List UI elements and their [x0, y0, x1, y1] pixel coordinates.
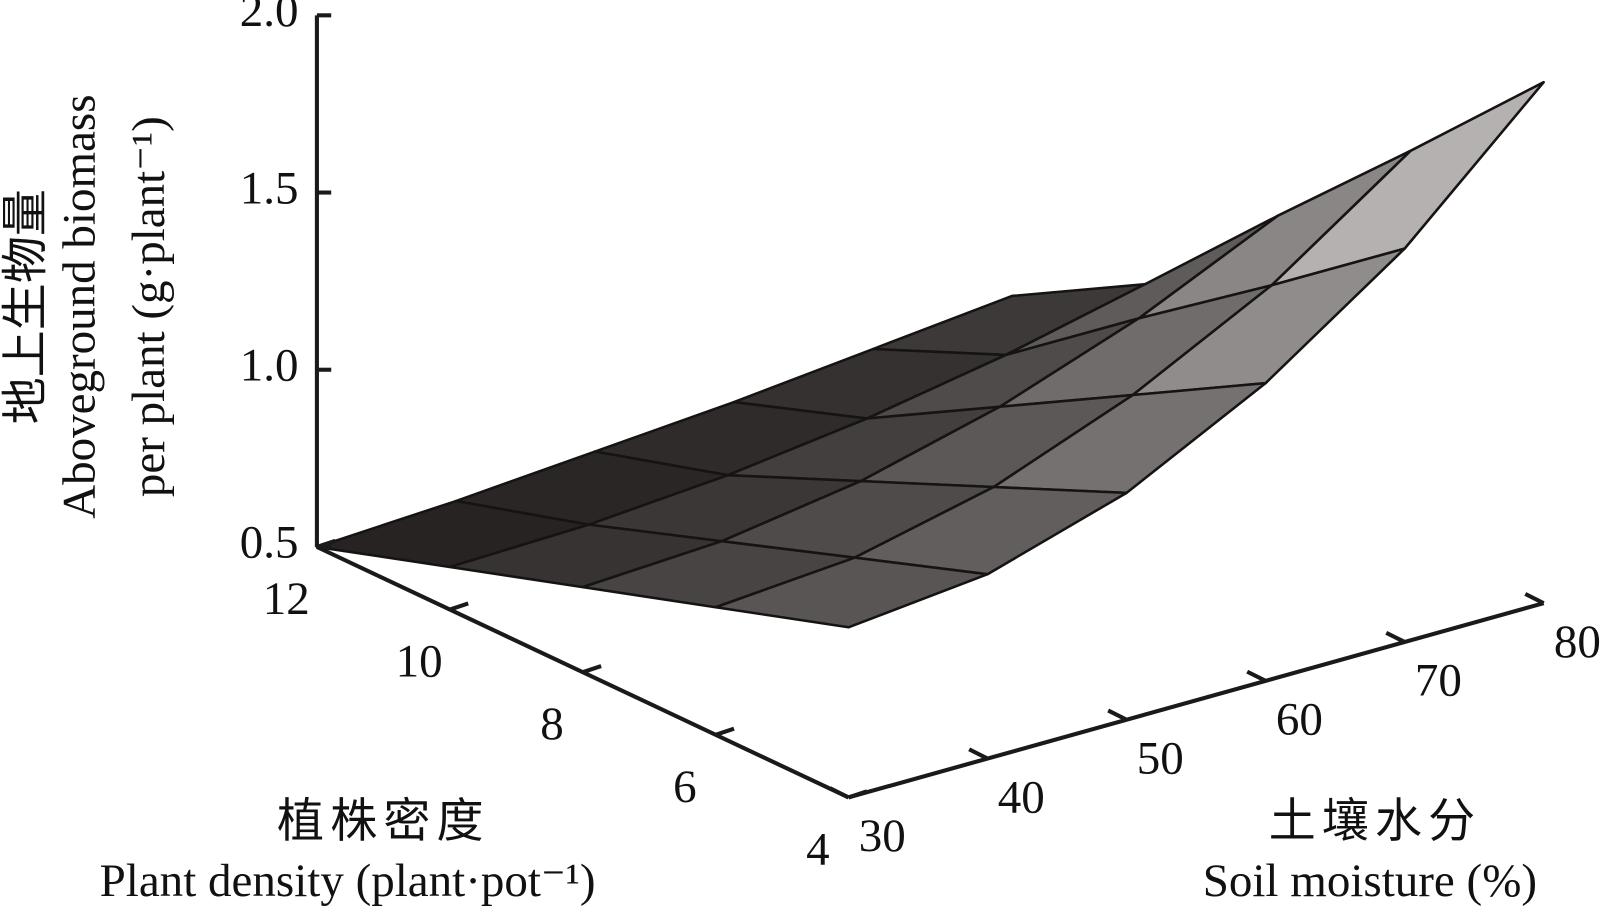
x-tick: [968, 747, 989, 761]
surface-cell: [714, 556, 989, 629]
x-tick: [1246, 669, 1267, 683]
y-tick-label: 10: [396, 636, 443, 688]
z-tick-label: 2.0: [240, 0, 299, 37]
y-tick-label: 8: [540, 698, 564, 750]
y-tick: [714, 726, 735, 737]
y-tick-label: 4: [806, 823, 830, 875]
y-tick-label: 12: [263, 573, 310, 625]
y-tick: [582, 664, 602, 675]
x-tick-label: 80: [1554, 616, 1601, 668]
y-axis-label: Plant density (plant·pot⁻¹): [100, 855, 596, 907]
x-tick: [1385, 630, 1406, 644]
x-axis: [847, 601, 1545, 800]
x-tick-label: 70: [1415, 655, 1462, 707]
y-tick: [449, 601, 469, 612]
z-axis-label: 地上生物量: [0, 189, 52, 424]
x-tick-label: 60: [1276, 694, 1323, 746]
x-tick-label: 30: [859, 810, 906, 862]
z-axis-label: Aboveground biomass: [54, 94, 106, 518]
z-tick-label: 1.5: [240, 162, 299, 214]
y-tick-label: 6: [673, 761, 697, 813]
surface-cell: [1270, 80, 1545, 287]
x-tick: [1524, 592, 1545, 605]
z-tick-label: 0.5: [240, 517, 299, 569]
x-axis-label: Soil moisture (%): [1203, 855, 1537, 907]
x-tick: [829, 786, 850, 800]
y-tick: [316, 538, 336, 549]
y-axis-label: 植株密度: [277, 796, 490, 848]
y-tick: [847, 789, 868, 800]
z-axis-label: per plant (g·plant⁻¹): [123, 116, 175, 497]
x-tick-label: 50: [1137, 732, 1184, 784]
z-tick-label: 1.0: [240, 340, 299, 392]
x-tick: [1107, 708, 1128, 722]
x-tick-label: 40: [998, 771, 1045, 823]
x-axis-label: 土壤水分: [1269, 796, 1482, 848]
